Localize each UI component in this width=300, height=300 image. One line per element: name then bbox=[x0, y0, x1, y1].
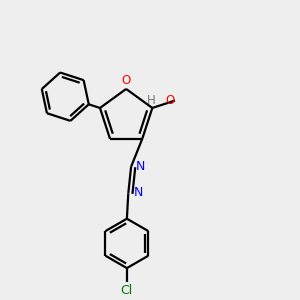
Text: N: N bbox=[133, 186, 143, 200]
Text: N: N bbox=[136, 160, 146, 173]
Text: O: O bbox=[165, 94, 174, 107]
Text: O: O bbox=[122, 74, 131, 87]
Text: Cl: Cl bbox=[121, 284, 133, 297]
Text: H: H bbox=[147, 94, 156, 107]
